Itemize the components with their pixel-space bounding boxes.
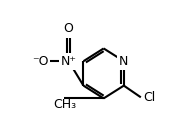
Text: ⁻O: ⁻O <box>32 55 48 68</box>
Text: Cl: Cl <box>143 91 156 104</box>
Text: N: N <box>119 55 129 68</box>
Text: CH₃: CH₃ <box>53 98 76 111</box>
Text: O: O <box>64 22 74 35</box>
Text: N⁺: N⁺ <box>61 55 77 68</box>
